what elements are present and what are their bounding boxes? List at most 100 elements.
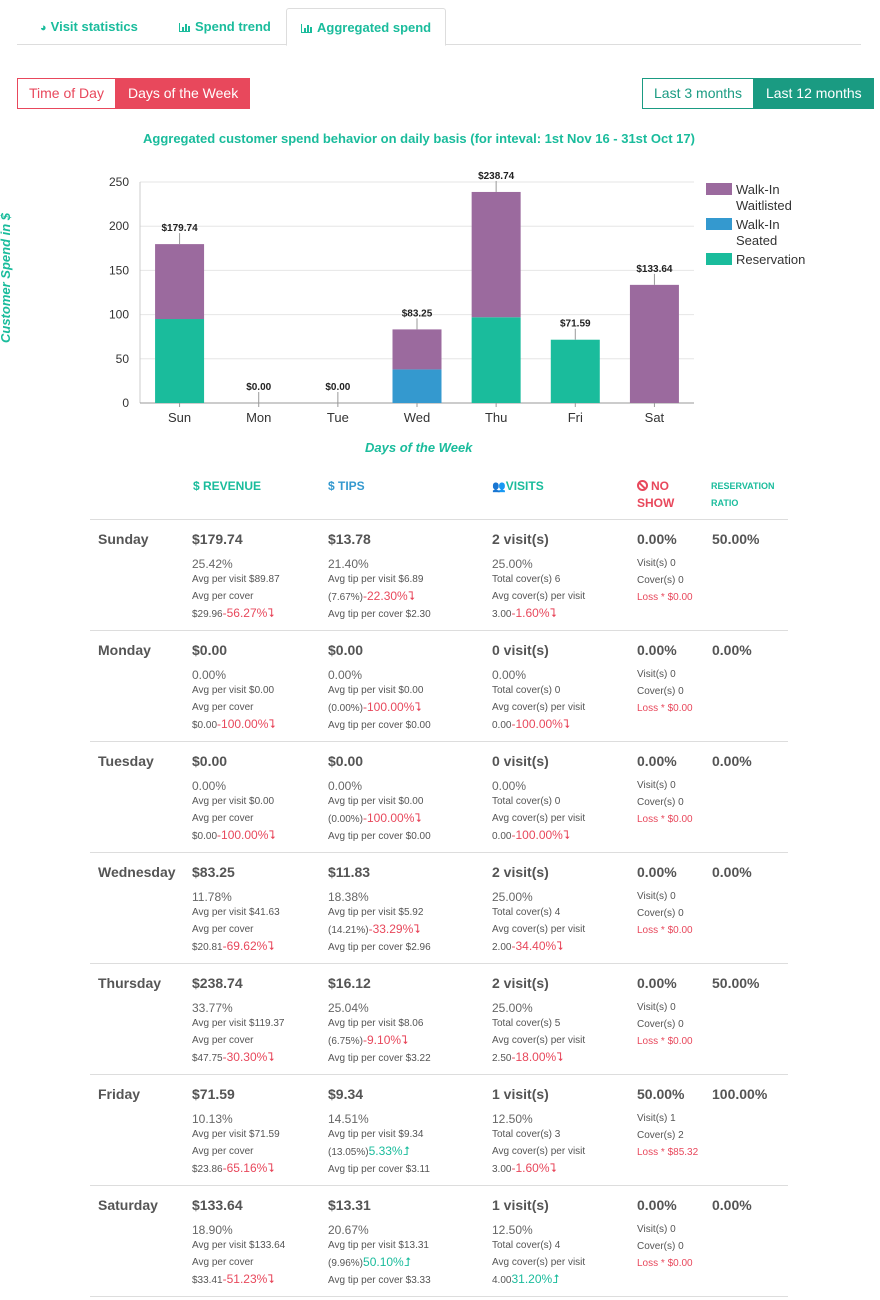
noshow-visits: Visit(s) 0	[637, 780, 676, 791]
avg-per-visit: Avg per visit $0.00	[192, 796, 275, 807]
avg-per-cover-label: Avg per cover	[192, 924, 254, 935]
noshow-cell: 0.00% Visit(s) 0 Cover(s) 0 Loss * $0.00	[637, 531, 705, 606]
revenue-percent: 0.00%	[192, 668, 227, 682]
legend-item-walkin-waitlisted[interactable]: Walk-In Waitlisted	[706, 182, 806, 214]
trend-arrow-icon: ⮧	[562, 828, 570, 842]
tips-value: $13.31	[328, 1197, 371, 1213]
data-label: $238.74	[478, 171, 515, 182]
noshow-visits: Visit(s) 0	[637, 1224, 676, 1235]
visits-percent: 12.50%	[492, 1223, 533, 1237]
trend-arrow-icon: ⮧	[268, 828, 276, 842]
visits-value: 2 visit(s)	[492, 531, 549, 547]
total-covers: Total cover(s) 4	[492, 907, 561, 918]
tip-ratio: (0.00%)-100.00%⮧	[328, 811, 422, 825]
noshow-value: 0.00%	[637, 975, 677, 991]
days-of-week-button[interactable]: Days of the Week	[115, 78, 251, 109]
avg-tip-per-cover: Avg tip per cover $2.30	[328, 609, 431, 620]
covers-delta: -100.00%	[511, 828, 563, 842]
table-row: Wednesday $83.25 11.78% Avg per visit $4…	[90, 853, 788, 964]
avg-covers-label: Avg cover(s) per visit	[492, 702, 586, 713]
noshow-covers: Cover(s) 0	[637, 686, 684, 697]
avg-per-visit: Avg per visit $41.63	[192, 907, 280, 918]
tab-aggregated-spend[interactable]: Aggregated spend	[286, 8, 447, 46]
avg-per-cover: $20.81-69.62%⮧	[192, 939, 275, 953]
visits-value: 0 visit(s)	[492, 753, 549, 769]
avg-per-cover: $33.41-51.23%⮧	[192, 1272, 275, 1286]
tip-ratio: (7.67%)-22.30%⮧	[328, 589, 415, 603]
last-3-months-button[interactable]: Last 3 months	[642, 78, 754, 109]
visits-percent: 0.00%	[492, 779, 527, 793]
avg-covers-label: Avg cover(s) per visit	[492, 1257, 586, 1268]
data-label: $0.00	[325, 382, 350, 393]
revenue-cell: $83.25 11.78% Avg per visit $41.63 Avg p…	[192, 864, 280, 956]
avg-covers-label: Avg cover(s) per visit	[492, 1146, 586, 1157]
avg-per-cover: $47.75-30.30%⮧	[192, 1050, 275, 1064]
y-tick-label: 100	[109, 308, 129, 322]
avg-tip-per-cover: Avg tip per cover $3.22	[328, 1053, 431, 1064]
table-row: Saturday $133.64 18.90% Avg per visit $1…	[90, 1186, 788, 1297]
revenue-value: $83.25	[192, 864, 235, 880]
avg-tip-per-visit: Avg tip per visit $5.92	[328, 907, 424, 918]
revenue-percent: 10.13%	[192, 1112, 233, 1126]
avg-per-cover-label: Avg per cover	[192, 702, 254, 713]
tips-percent: 21.40%	[328, 557, 369, 571]
tips-percent: 0.00%	[328, 779, 363, 793]
reservation-ratio-cell: 50.00%	[712, 531, 759, 547]
tips-percent: 18.38%	[328, 890, 369, 904]
tip-ratio: (9.96%)50.10%⮥	[328, 1255, 411, 1269]
report-tabs: ◕ Visit statistics Spend trend Aggregated…	[17, 8, 861, 46]
noshow-header: NO SHOW	[637, 479, 675, 510]
legend-label: Reservation	[736, 252, 806, 267]
noshow-covers: Cover(s) 0	[637, 575, 684, 586]
reservation-ratio-value: 50.00%	[712, 975, 760, 991]
last-12-months-button[interactable]: Last 12 months	[753, 78, 874, 109]
table-row: Monday $0.00 0.00% Avg per visit $0.00 A…	[90, 631, 788, 742]
legend-item-walkin-seated[interactable]: Walk-In Seated	[706, 217, 806, 249]
noshow-covers: Cover(s) 0	[637, 908, 684, 919]
avg-per-visit: Avg per visit $0.00	[192, 685, 275, 696]
visits-percent: 12.50%	[492, 1112, 533, 1126]
tab-visit-statistics[interactable]: ◕ Visit statistics	[26, 8, 152, 45]
tips-header: $ TIPS	[328, 479, 365, 493]
avg-tip-per-visit: Avg tip per visit $6.89	[328, 574, 424, 585]
reservation-ratio-value: 0.00%	[712, 864, 752, 880]
bar-segment	[155, 319, 205, 403]
legend-item-reservation[interactable]: Reservation	[706, 252, 806, 268]
bar-segment	[629, 284, 679, 403]
noshow-value: 0.00%	[637, 642, 677, 658]
tips-cell: $11.83 18.38% Avg tip per visit $5.92 (1…	[328, 864, 431, 956]
chart-title: Aggregated customer spend behavior on da…	[143, 131, 695, 146]
bar-segment	[471, 317, 521, 403]
y-tick-label: 0	[122, 396, 129, 410]
legend-swatch	[706, 183, 732, 195]
bar-segment	[550, 339, 600, 403]
total-covers: Total cover(s) 3	[492, 1129, 561, 1140]
trend-arrow-icon: ⮧	[556, 939, 564, 953]
covers-delta: -1.60%	[511, 606, 550, 620]
avg-per-visit: Avg per visit $119.37	[192, 1018, 285, 1029]
trend-arrow-icon: ⮧	[562, 717, 570, 731]
avg-per-cover: $29.96-56.27%⮧	[192, 606, 275, 620]
tips-value: $0.00	[328, 753, 364, 769]
noshow-cell: 0.00% Visit(s) 0 Cover(s) 0 Loss * $0.00	[637, 642, 705, 717]
revenue-delta: -56.27%	[222, 606, 268, 620]
avg-covers-label: Avg cover(s) per visit	[492, 924, 586, 935]
visits-cell: 2 visit(s) 25.00% Total cover(s) 5 Avg c…	[492, 975, 585, 1067]
revenue-delta: -51.23%	[222, 1272, 268, 1286]
tip-ratio: (0.00%)-100.00%⮧	[328, 700, 422, 714]
reservation-ratio-value: 0.00%	[712, 642, 752, 658]
visits-cell: 1 visit(s) 12.50% Total cover(s) 4 Avg c…	[492, 1197, 585, 1289]
tab-spend-trend[interactable]: Spend trend	[165, 8, 285, 45]
y-tick-label: 250	[109, 175, 129, 189]
trend-arrow-icon: ⮧	[556, 1050, 564, 1064]
trend-arrow-icon: ⮧	[549, 1161, 557, 1175]
bar-chart-icon	[179, 23, 190, 32]
time-of-day-button[interactable]: Time of Day	[17, 78, 116, 109]
noshow-cell: 0.00% Visit(s) 0 Cover(s) 0 Loss * $0.00	[637, 1197, 705, 1272]
avg-per-cover-label: Avg per cover	[192, 1146, 254, 1157]
trend-arrow-icon: ⮧	[267, 1050, 275, 1064]
visits-cell: 0 visit(s) 0.00% Total cover(s) 0 Avg co…	[492, 753, 585, 845]
tips-percent: 20.67%	[328, 1223, 369, 1237]
ban-icon	[637, 480, 648, 491]
trend-arrow-icon: ⮥	[552, 1272, 560, 1286]
